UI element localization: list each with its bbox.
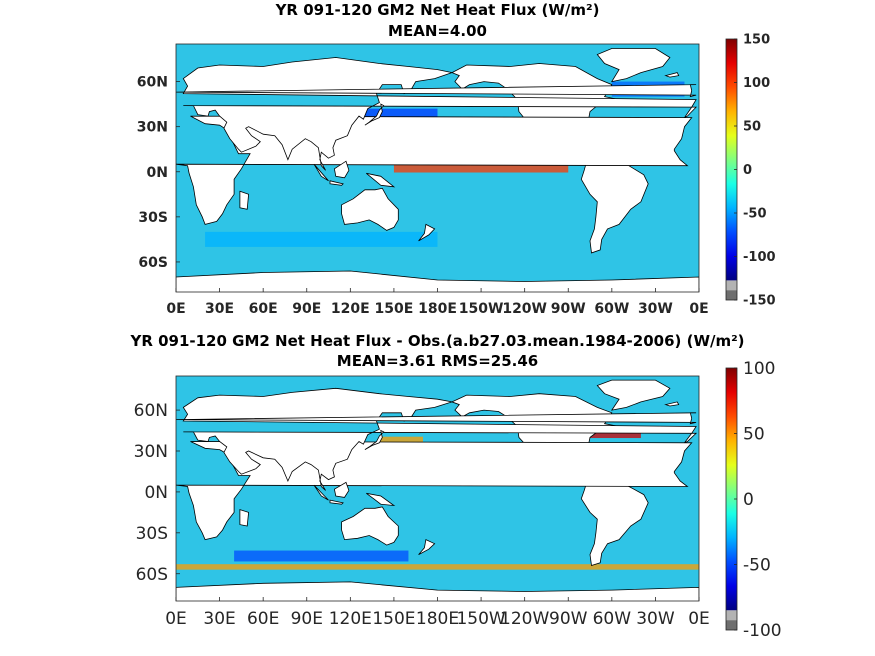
- x-tick-label: 180E: [418, 301, 457, 317]
- land-mass: [580, 476, 649, 567]
- x-tick-label: 150W: [459, 301, 504, 317]
- kuroshio-warm-band: [379, 436, 423, 444]
- y-tick-label: 0N: [144, 483, 168, 503]
- chart-1-subtitle: MEAN=4.00: [388, 22, 487, 40]
- colorbar-tick-label: -150: [743, 294, 776, 309]
- southern-cool-band: [234, 550, 409, 562]
- land-mass: [364, 429, 385, 450]
- colorbar: [726, 368, 737, 611]
- y-tick-label: 30N: [134, 442, 168, 462]
- land-mass: [664, 401, 680, 407]
- x-tick-label: 0E: [688, 609, 710, 629]
- land-mass: [418, 223, 436, 242]
- y-tick-label: 60S: [136, 565, 168, 585]
- x-tick-label: 30E: [205, 301, 234, 317]
- x-tick-label: 0E: [165, 609, 187, 629]
- colorbar-tick-label: 150: [743, 33, 770, 48]
- land-mass: [366, 172, 396, 188]
- colorbar-tick-label: 0: [743, 490, 754, 510]
- land-mass: [333, 160, 350, 179]
- southern-cool-band: [205, 231, 438, 247]
- x-tick-label: 60E: [249, 301, 278, 317]
- land-mass: [580, 154, 649, 254]
- colorbar-tick-label: 0: [743, 163, 752, 178]
- colorbar-missing-light: [726, 280, 737, 291]
- x-tick-label: 60E: [247, 609, 279, 629]
- x-tick-label: 30W: [636, 609, 675, 629]
- x-tick-label: 150E: [375, 301, 414, 317]
- equatorial-warm-band: [393, 164, 569, 173]
- y-tick-label: 60N: [134, 401, 168, 421]
- colorbar-missing-dark: [726, 620, 737, 630]
- y-tick-label: 30N: [137, 120, 168, 136]
- land-mass: [596, 48, 671, 83]
- x-tick-label: 180E: [416, 609, 459, 629]
- land-mass: [664, 72, 680, 78]
- y-tick-label: 60S: [138, 255, 168, 271]
- land-mass: [329, 180, 344, 186]
- land-mass: [182, 57, 698, 171]
- colorbar: [726, 39, 737, 281]
- colorbar-tick-label: -100: [743, 621, 782, 641]
- land-mass: [596, 379, 671, 411]
- x-tick-label: 30W: [638, 301, 673, 317]
- land-mass: [341, 187, 399, 231]
- southern-warm-band: [176, 564, 699, 570]
- x-tick-label: 150E: [372, 609, 415, 629]
- colorbar-missing-dark: [726, 290, 737, 300]
- x-tick-label: 120W: [502, 301, 547, 317]
- land-mass: [418, 539, 436, 555]
- x-tick-label: 60W: [593, 609, 632, 629]
- chart-2-subtitle: MEAN=3.61 RMS=25.46: [336, 352, 539, 370]
- land-mass: [176, 270, 699, 292]
- x-tick-label: 0E: [166, 301, 185, 317]
- land-mass: [239, 509, 250, 527]
- land-mass: [329, 499, 344, 505]
- x-tick-label: 90E: [292, 301, 321, 317]
- colorbar-tick-label: 50: [743, 120, 761, 135]
- colorbar-tick-label: 100: [743, 359, 775, 379]
- x-tick-label: 90W: [549, 609, 588, 629]
- x-tick-label: 120E: [331, 301, 370, 317]
- x-tick-label: 0E: [689, 301, 708, 317]
- land-mass: [176, 412, 697, 425]
- land-mass: [176, 581, 699, 601]
- x-tick-label: 90W: [551, 301, 586, 317]
- x-tick-label: 120W: [500, 609, 549, 629]
- colorbar-tick-label: -100: [743, 250, 776, 265]
- land-mass: [366, 492, 396, 507]
- y-tick-label: 30S: [138, 210, 168, 226]
- chart-1-title: YR 091-120 GM2 Net Heat Flux (W/m²): [275, 1, 600, 19]
- land-mass: [333, 481, 350, 498]
- gulf-stream-warm-band: [590, 431, 641, 439]
- colorbar-tick-label: 100: [743, 76, 770, 91]
- colorbar-missing-light: [726, 610, 737, 621]
- chart-2-title: YR 091-120 GM2 Net Heat Flux - Obs.(a.b2…: [130, 332, 745, 350]
- land-mass: [313, 484, 329, 501]
- y-tick-label: 0N: [147, 165, 168, 181]
- land-mass: [176, 441, 693, 541]
- y-tick-label: 60N: [137, 75, 168, 91]
- x-tick-label: 150W: [456, 609, 505, 629]
- colorbar-tick-label: 50: [743, 425, 765, 445]
- colorbar-tick-label: -50: [743, 207, 767, 222]
- land-mass: [176, 84, 697, 98]
- land-mass: [313, 163, 329, 182]
- y-tick-label: 30S: [136, 524, 168, 544]
- x-tick-label: 120E: [329, 609, 372, 629]
- x-tick-label: 90E: [291, 609, 323, 629]
- colorbar-tick-label: -50: [743, 556, 771, 576]
- land-mass: [176, 115, 693, 225]
- x-tick-label: 60W: [594, 301, 629, 317]
- land-mass: [341, 506, 399, 546]
- land-mass: [364, 103, 385, 126]
- x-tick-label: 30E: [203, 609, 235, 629]
- land-mass: [182, 387, 698, 491]
- land-mass: [239, 190, 250, 210]
